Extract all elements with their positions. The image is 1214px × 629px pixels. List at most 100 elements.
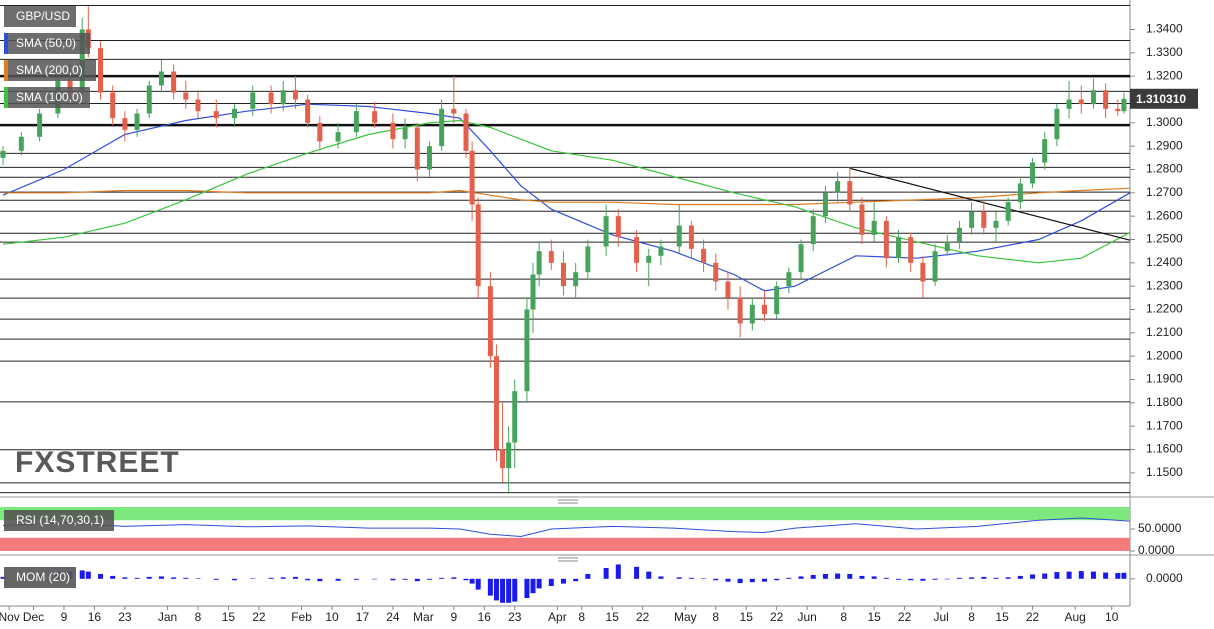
- mom-bar: [0, 576, 6, 579]
- mom-label-box: [4, 567, 76, 588]
- mom-bar: [603, 568, 609, 579]
- candle-body: [944, 241, 950, 252]
- mom-bar: [134, 577, 140, 579]
- candle-body: [847, 181, 853, 205]
- x-tick-label: 9: [450, 610, 457, 624]
- candle-body: [676, 225, 682, 247]
- legend-box[interactable]: [4, 87, 90, 108]
- mom-bar: [1090, 571, 1096, 579]
- y-tick-label: 1.2600: [1146, 208, 1183, 222]
- candle-body: [725, 281, 731, 298]
- x-tick-label: 15: [995, 610, 1009, 624]
- candle-body: [701, 248, 707, 263]
- x-tick-label: 8: [840, 610, 847, 624]
- legend-box[interactable]: [4, 6, 76, 27]
- candle-body: [585, 246, 591, 273]
- candle-body: [560, 262, 566, 287]
- mom-bar: [305, 578, 311, 581]
- x-tick-label: Jul: [933, 610, 948, 624]
- mom-bar: [1066, 571, 1072, 579]
- mom-bar: [98, 574, 104, 579]
- candle-body: [79, 29, 85, 91]
- mom-bar: [372, 578, 378, 580]
- mom-bar: [493, 578, 499, 601]
- candle-body: [896, 237, 902, 259]
- mom-bar: [749, 578, 755, 583]
- x-tick-label: 23: [508, 610, 522, 624]
- rsi-label: RSI (14,70,30,1): [16, 513, 104, 527]
- x-tick-label: Dec: [23, 610, 44, 624]
- candle-body: [835, 181, 841, 193]
- mom-bar: [402, 578, 408, 580]
- y-tick-label: 1.2900: [1146, 138, 1183, 152]
- x-tick-label: 22: [252, 610, 266, 624]
- mom-bar: [585, 574, 591, 579]
- candle-body: [250, 92, 256, 109]
- candle-body: [232, 108, 238, 119]
- mom-bar: [1115, 573, 1121, 579]
- candle-body: [292, 90, 298, 100]
- candle-body: [1121, 98, 1127, 112]
- candle-body: [451, 108, 457, 114]
- rsi-y-tick-label: 50.0000: [1138, 521, 1182, 535]
- y-tick-label: 1.2800: [1146, 162, 1183, 176]
- y-tick-label: 1.3200: [1146, 68, 1183, 82]
- mom-bar: [896, 578, 902, 580]
- x-tick-label: Feb: [291, 610, 312, 624]
- candle-body: [1090, 90, 1096, 105]
- x-tick-label: 8: [578, 610, 585, 624]
- candle-body: [158, 71, 164, 86]
- candle-body: [956, 227, 962, 242]
- candle-body: [506, 442, 512, 469]
- candle-body: [993, 220, 999, 228]
- mom-bar: [414, 578, 420, 582]
- sma-line: [2, 119, 1131, 264]
- candle-body: [317, 122, 323, 142]
- mom-bar: [981, 576, 987, 579]
- mom-bar: [110, 575, 116, 579]
- legend-label: GBP/USD: [16, 9, 70, 23]
- candle-body: [493, 356, 499, 450]
- resize-grip[interactable]: [558, 554, 578, 562]
- y-tick-label: 1.2500: [1146, 232, 1183, 246]
- y-tick-label: 1.1800: [1146, 395, 1183, 409]
- mom-bar: [439, 577, 445, 579]
- x-tick-label: 22: [898, 610, 912, 624]
- mom-bar: [512, 578, 518, 602]
- mom-bar: [158, 576, 164, 579]
- legend-label: SMA (50,0): [16, 36, 76, 50]
- candle-body: [932, 251, 938, 282]
- mom-label: MOM (20): [16, 570, 70, 584]
- y-tick-label: 1.1700: [1146, 418, 1183, 432]
- candle-body: [883, 220, 889, 259]
- mom-bar: [548, 578, 554, 586]
- candle-body: [146, 85, 152, 114]
- mom-bar: [859, 575, 865, 579]
- mom-bar: [335, 578, 341, 581]
- candle-body: [1115, 108, 1121, 112]
- legend-box[interactable]: [4, 33, 90, 54]
- y-tick-label: 1.2100: [1146, 325, 1183, 339]
- candle-body: [37, 113, 43, 137]
- x-tick-label: 24: [386, 610, 400, 624]
- resize-grip[interactable]: [558, 496, 578, 504]
- mom-bar: [317, 578, 323, 582]
- candle-body: [213, 111, 219, 119]
- candle-body: [0, 150, 6, 158]
- mom-bar: [798, 576, 804, 579]
- watermark: FXSTREET: [15, 446, 180, 479]
- candle-body: [195, 99, 201, 112]
- candle-body: [713, 262, 719, 282]
- mom-bar: [183, 577, 189, 579]
- candle-body: [1030, 162, 1036, 184]
- candle-body: [512, 391, 518, 443]
- mom-bar: [1121, 572, 1127, 579]
- mom-bar: [280, 577, 286, 579]
- legend-box[interactable]: [4, 60, 96, 81]
- candle-body: [822, 192, 828, 217]
- x-tick-label: 15: [740, 610, 754, 624]
- rsi-label-box: [4, 510, 114, 531]
- candle-body: [1054, 108, 1060, 140]
- legend-swatch: [4, 60, 8, 81]
